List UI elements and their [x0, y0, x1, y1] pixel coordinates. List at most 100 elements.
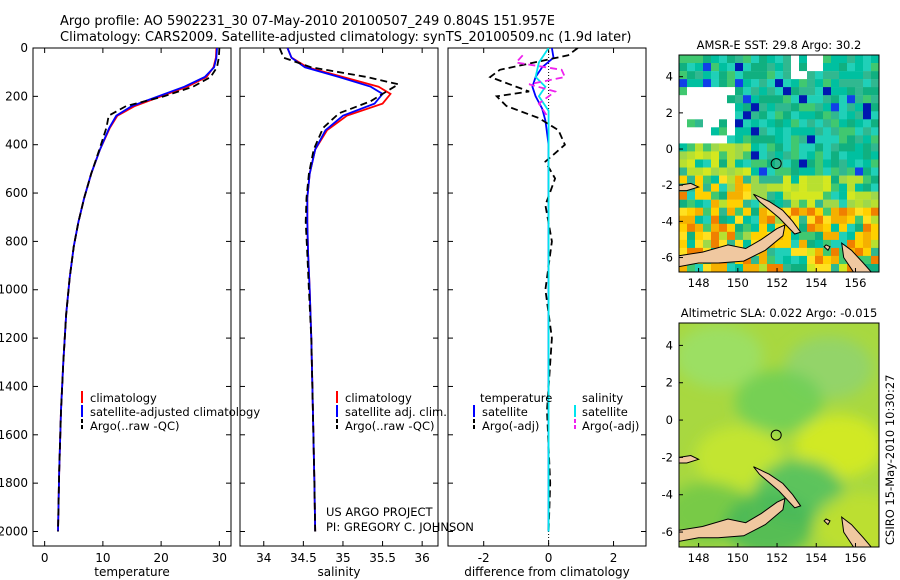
sst-cell [839, 167, 848, 176]
y-tick-label: 0 [20, 41, 28, 55]
sst-cell [695, 247, 704, 257]
sst-cell [759, 127, 768, 136]
sst-cell [815, 183, 824, 192]
sst-cell [831, 135, 840, 144]
sst-cell [815, 175, 824, 184]
sst-cell [855, 95, 864, 104]
sst-cell [807, 239, 816, 249]
y-tick-label: 0 [666, 413, 673, 427]
sst-cell [719, 95, 728, 104]
x-axis-label: salinity [317, 565, 360, 579]
sst-cell [855, 231, 864, 241]
sst-cell [679, 264, 688, 272]
sst-cell [727, 55, 736, 64]
sst-cell [783, 71, 792, 80]
x-axis-label: temperature [94, 565, 169, 579]
sla-map: Altimetric SLA: 0.022 Argo: -0.015 148 150… [662, 306, 880, 565]
sst-cell [767, 175, 776, 184]
sst-cell [831, 119, 840, 128]
sst-cell [823, 255, 832, 265]
sst-cell [743, 264, 752, 272]
sst-cell [679, 119, 688, 128]
sst-cell [831, 231, 840, 241]
sst-cell [695, 63, 704, 72]
island-landmass [823, 518, 831, 526]
sst-cell [855, 239, 864, 249]
plot-frame [239, 47, 439, 547]
sst-cell [783, 151, 792, 160]
sst-cell [735, 127, 744, 136]
sst-cell [679, 239, 688, 249]
sst-cell [831, 111, 840, 120]
sst-cell [839, 159, 848, 168]
sst-cell [679, 79, 688, 88]
map-frame [678, 322, 880, 548]
sst-cell [783, 119, 792, 128]
sst-cell [799, 87, 808, 96]
project-annotation: US ARGO PROJECT [326, 505, 434, 519]
sst-cell [791, 95, 800, 104]
sst-cell [855, 63, 864, 72]
sst-cell [679, 175, 688, 184]
sst-cell [743, 207, 752, 216]
sst-cell [711, 191, 720, 200]
sst-cell [759, 119, 768, 128]
island-landmass [841, 515, 872, 547]
sst-cell [751, 55, 760, 64]
sst-cell [823, 127, 832, 136]
sst-cell [759, 255, 768, 265]
sst-cell [727, 239, 736, 249]
sst-cell [679, 167, 688, 176]
sst-cell [679, 111, 688, 120]
sst-cell [735, 199, 744, 208]
sst-cell [735, 135, 744, 144]
sst-cell [863, 71, 872, 80]
sst-cell [807, 63, 816, 72]
sst-cell [863, 135, 872, 144]
x-tick-label: 148 [688, 551, 710, 565]
sst-cell [719, 183, 728, 192]
y-tick-label: 4 [666, 70, 673, 84]
sst-cell [799, 159, 808, 168]
sst-cell [839, 55, 848, 64]
sst-cell [727, 175, 736, 184]
sst-cell [735, 79, 744, 88]
sst-cell [743, 159, 752, 168]
sst-cell [823, 207, 832, 216]
sst-cell [799, 191, 808, 200]
sst-cell [711, 63, 720, 72]
sst-cell [735, 119, 744, 128]
sst-cell [767, 264, 776, 272]
sst-cell [807, 79, 816, 88]
sst-cell [815, 167, 824, 176]
sst-cell [703, 79, 712, 88]
sst-cell [815, 95, 824, 104]
sst-cell [679, 87, 688, 96]
sst-cell [799, 223, 808, 233]
sst-cell [783, 95, 792, 104]
sst-cell [687, 55, 696, 64]
sst-cell [775, 135, 784, 144]
sst-cell [831, 199, 840, 208]
sst-cell [791, 183, 800, 192]
sst-cell [743, 111, 752, 120]
sst-cell [831, 264, 840, 272]
sst-cell [687, 135, 696, 144]
island-landmass [679, 182, 701, 192]
sst-cell [807, 71, 816, 80]
x-tick-label: 0 [545, 551, 553, 565]
sst-cell [815, 151, 824, 160]
sst-cell [767, 103, 776, 112]
sst-cell [831, 183, 840, 192]
sst-cell [735, 159, 744, 168]
sst-cell [823, 151, 832, 160]
sst-cell [839, 127, 848, 136]
sst-cell [735, 55, 744, 64]
sst-cell [863, 223, 872, 233]
sst-cell [855, 223, 864, 233]
sst-cell [767, 79, 776, 88]
sst-cell [807, 255, 816, 265]
sst-cell [759, 111, 768, 120]
sst-cell [807, 127, 816, 136]
sst-cell [807, 207, 816, 216]
